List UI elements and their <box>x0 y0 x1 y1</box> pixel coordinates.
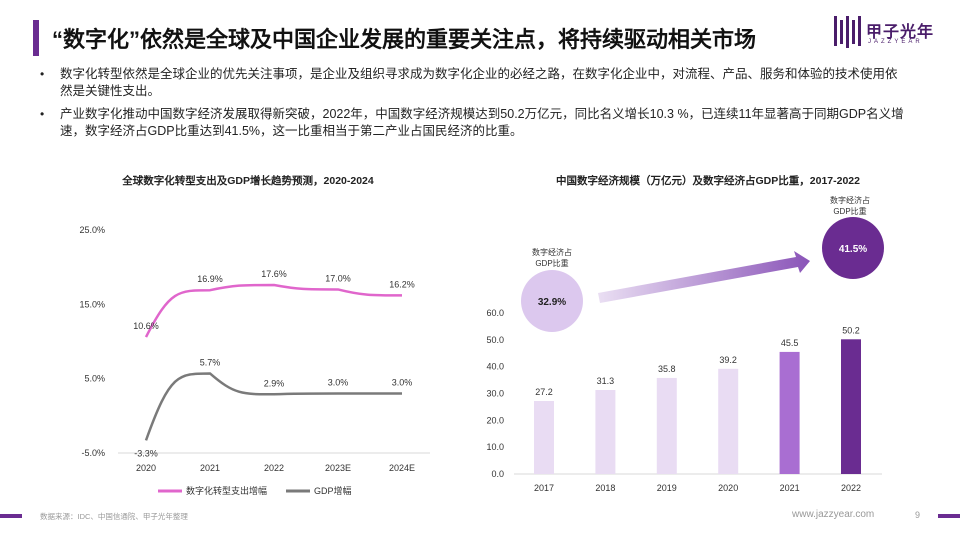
y-tick-label: 15.0% <box>79 299 105 309</box>
data-label: 5.7% <box>200 357 221 367</box>
series-line-digital-spending <box>144 283 403 338</box>
y-tick-label: 5.0% <box>84 374 105 384</box>
footer-url[interactable]: www.jazzyear.com <box>792 509 875 520</box>
bar-2020 <box>718 368 739 474</box>
x-tick-label: 2021 <box>200 463 220 473</box>
trend-arrow <box>598 251 810 303</box>
x-tick-label: 2017 <box>534 483 554 493</box>
share-circle-2022 <box>822 217 884 279</box>
y-tick-label: 25.0% <box>79 225 105 235</box>
y-tick-label: -5.0% <box>81 448 105 458</box>
data-label: 35.8 <box>658 364 676 374</box>
data-label: 2.9% <box>264 378 285 388</box>
data-label: 31.3 <box>597 376 615 386</box>
legend-label: 数字化转型支出增幅 <box>186 485 267 496</box>
data-label: 17.0% <box>325 273 351 283</box>
legend-label: GDP增幅 <box>314 485 352 496</box>
share-circle-2017 <box>521 270 583 332</box>
logo-subtitle: JAZZYEAR <box>868 39 923 45</box>
y-tick-label: 20.0 <box>486 415 504 425</box>
brand-logo: 甲子光年 JAZZYEAR <box>832 14 942 54</box>
y-tick-label: 10.0 <box>486 442 504 452</box>
data-label: -3.3% <box>134 448 158 458</box>
data-label: 3.0% <box>392 378 413 388</box>
data-label: 39.2 <box>719 355 737 365</box>
footer-source: 数据来源：IDC、中国信通院、甲子光年整理 <box>40 512 188 521</box>
line-chart-title: 全球数字化转型支出及GDP增长趋势预测，2020-2024 <box>122 175 374 187</box>
data-label: 50.2 <box>842 325 860 335</box>
bullet-text: 产业数字化推动中国数字经济发展取得新突破，2022年，中国数字经济规模达到50.… <box>60 107 904 138</box>
share-value-2022: 41.5% <box>839 244 867 255</box>
bar-chart-title: 中国数字经济规模（万亿元）及数字经济占GDP比重，2017-2022 <box>556 175 860 187</box>
page-number: 9 <box>915 510 921 520</box>
share-label-2017: GDP比重 <box>535 258 568 268</box>
bullet-marker: • <box>40 107 45 121</box>
y-tick-label: 40.0 <box>486 362 504 372</box>
y-tick-label: 0.0 <box>491 469 504 479</box>
series-line-gdp <box>144 372 402 441</box>
x-tick-label: 2024E <box>389 463 415 473</box>
bullet-item: • 数字化转型依然是全球企业的优先关注事项，是企业及组织寻求成为数字化企业的必经… <box>36 66 906 100</box>
bar-2021 <box>779 351 800 474</box>
share-label-2022: GDP比重 <box>833 206 866 216</box>
bar-2019 <box>656 377 677 474</box>
y-tick-label: 30.0 <box>486 389 504 399</box>
x-tick-label: 2019 <box>657 483 677 493</box>
data-label: 16.2% <box>389 279 415 289</box>
x-tick-label: 2021 <box>780 483 800 493</box>
bullet-item: • 产业数字化推动中国数字经济发展取得新突破，2022年，中国数字经济规模达到5… <box>36 106 906 140</box>
data-label: 17.6% <box>261 269 287 279</box>
share-label-2017: 数字经济占 <box>532 247 572 257</box>
x-tick-label: 2020 <box>136 463 156 473</box>
bullet-list: • 数字化转型依然是全球企业的优先关注事项，是企业及组织寻求成为数字化企业的必经… <box>36 66 906 146</box>
x-tick-label: 2022 <box>841 483 861 493</box>
bullet-text: 数字化转型依然是全球企业的优先关注事项，是企业及组织寻求成为数字化企业的必经之路… <box>60 67 898 98</box>
bar-2022 <box>841 339 861 474</box>
bar-2018 <box>595 390 616 474</box>
logo-mark-icon <box>834 16 861 48</box>
footer-accent-left <box>0 514 22 518</box>
bar-2017 <box>534 401 554 474</box>
y-tick-label: 50.0 <box>486 335 504 345</box>
x-tick-label: 2020 <box>718 483 738 493</box>
logo-name: 甲子光年 <box>866 24 935 41</box>
title-accent-bar <box>33 20 39 56</box>
data-label: 3.0% <box>328 378 349 388</box>
data-label: 45.5 <box>781 338 799 348</box>
x-tick-label: 2023E <box>325 463 351 473</box>
data-label: 27.2 <box>535 387 553 397</box>
x-tick-label: 2018 <box>595 483 615 493</box>
x-tick-label: 2022 <box>264 463 284 473</box>
y-tick-label: 60.0 <box>486 308 504 318</box>
page-title: “数字化”依然是全球及中国企业发展的重要关注点，将持续驱动相关市场 <box>52 27 757 52</box>
footer-accent-right <box>938 514 960 518</box>
line-chart: -5.0% 5.0% 15.0% 25.0% 2020 2021 2022 2023E 2024… <box>79 225 430 496</box>
share-label-2022: 数字经济占 <box>830 195 870 205</box>
data-label: 10.6% <box>133 321 159 331</box>
bar-chart: 0.0 10.0 20.0 30.0 40.0 50.0 60.0 27.2 2017 31.3 2… <box>486 195 884 493</box>
data-label: 16.9% <box>197 274 223 284</box>
share-value-2017: 32.9% <box>538 297 566 308</box>
bullet-marker: • <box>40 67 45 81</box>
